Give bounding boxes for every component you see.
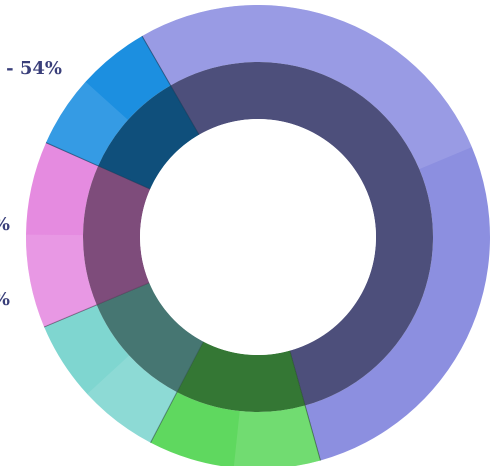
slice-3-inner <box>82 165 151 305</box>
slice-4-facet <box>46 81 128 166</box>
slice-2-inner <box>96 282 204 393</box>
slice-3-outer <box>25 142 99 327</box>
slices-group <box>25 4 490 466</box>
donut-hole <box>140 119 376 355</box>
slice-label-1: % <box>0 214 10 235</box>
slice-1 <box>150 341 321 466</box>
slice-4 <box>45 35 200 190</box>
slice-3-facet <box>25 234 97 327</box>
slice-label-0: s - 54% <box>0 58 62 79</box>
slice-0-outer <box>142 5 490 461</box>
slice-label-2: % <box>0 289 10 310</box>
slice-1-edge-0 <box>289 350 321 461</box>
slice-4-edge-0 <box>45 142 151 190</box>
slice-2-outer <box>44 304 177 443</box>
slice-1-inner <box>176 341 306 412</box>
slice-1-outer <box>150 392 321 466</box>
slice-1-facet <box>233 405 321 466</box>
slice-0-facet <box>142 4 472 170</box>
slice-2 <box>43 282 204 443</box>
slice-2-facet <box>87 355 177 443</box>
slice-4-inner <box>98 85 199 190</box>
labels-group: s - 54%%% <box>0 58 62 310</box>
slice-3 <box>25 142 151 328</box>
slice-2-edge-0 <box>150 341 204 443</box>
slice-4-edge-1 <box>141 35 200 136</box>
slice-4-outer <box>46 36 171 166</box>
slice-3-edge-0 <box>43 282 150 328</box>
slice-0-inner <box>170 61 433 406</box>
